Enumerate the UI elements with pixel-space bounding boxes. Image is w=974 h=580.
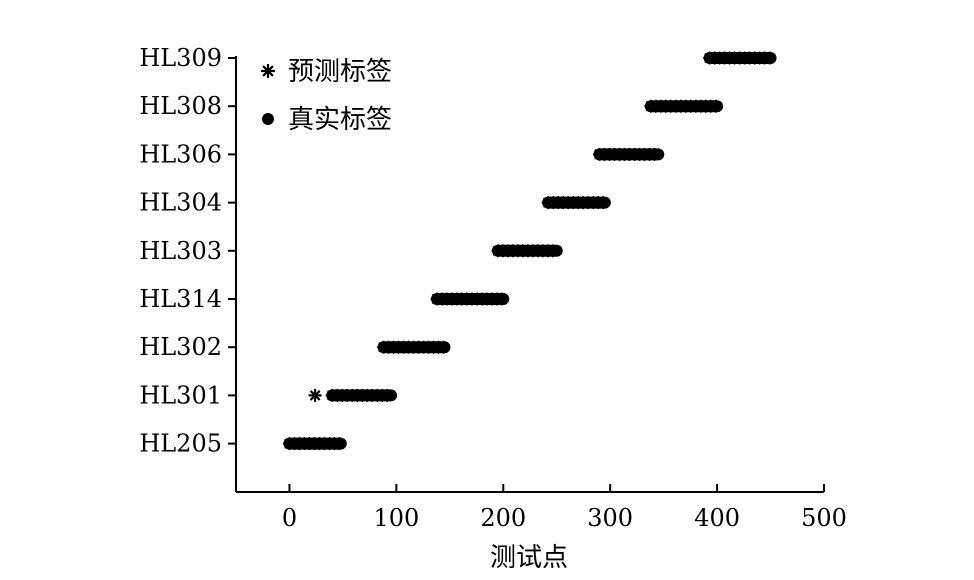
legend-item-true: 真实标签	[262, 105, 392, 135]
asterisk-stroke	[764, 52, 775, 64]
asterisk-glyph	[261, 64, 275, 78]
predicted-label-segment	[325, 388, 394, 402]
legend: 预测标签 真实标签	[261, 57, 392, 135]
legend-marker-asterisk	[261, 64, 275, 78]
asterisk-stroke	[262, 65, 274, 77]
legend-marker-dot	[262, 113, 274, 125]
predicted-label-segment	[282, 437, 346, 451]
predicted-label-segment	[377, 340, 451, 354]
asterisk-stroke	[547, 245, 559, 256]
x-ticks: 0 100 200 300 400 500	[282, 484, 847, 532]
y-tick-label: HL309	[139, 44, 222, 72]
y-tick-label: HL314	[139, 285, 222, 313]
predicted-label-segment	[541, 196, 610, 210]
predicted-label-segment	[592, 147, 661, 161]
x-tick-label: 100	[373, 504, 419, 532]
predicted-label-segment	[430, 292, 509, 306]
x-tick-label: 400	[694, 504, 740, 532]
predicted-label-point	[308, 388, 322, 402]
asterisk-stroke	[496, 293, 508, 305]
y-ticks: HL205 HL301 HL302 HL314 HL303 HL304 HL306 HL308…	[139, 44, 236, 458]
y-tick-label: HL302	[139, 333, 222, 361]
legend-item-predicted: 预测标签	[261, 57, 392, 87]
legend-label-predicted: 预测标签	[288, 57, 392, 87]
y-tick-label: HL308	[139, 92, 222, 120]
y-tick-label: HL304	[139, 189, 222, 217]
asterisk-stroke	[309, 390, 321, 401]
asterisk-stroke	[438, 342, 449, 353]
asterisk-stroke	[598, 197, 609, 208]
y-tick-label: HL303	[139, 237, 222, 265]
y-tick-label: HL205	[139, 430, 222, 458]
x-tick-label: 500	[801, 504, 847, 532]
x-tick-label: 200	[480, 504, 526, 532]
y-tick-label: HL306	[139, 140, 222, 168]
series-layer	[282, 51, 777, 451]
predicted-label-segment	[644, 99, 723, 113]
plot-area	[235, 56, 824, 493]
x-axis-label: 测试点	[490, 543, 568, 573]
predicted-label-segment	[703, 51, 777, 65]
x-tick-label: 0	[282, 504, 297, 532]
legend-label-true: 真实标签	[288, 105, 392, 135]
asterisk-stroke	[382, 390, 393, 401]
x-tick-label: 300	[587, 504, 633, 532]
asterisk-stroke	[710, 101, 721, 112]
y-tick-label: HL301	[139, 381, 222, 409]
asterisk-stroke	[334, 438, 345, 449]
predicted-label-segment	[491, 244, 560, 258]
asterisk-stroke	[649, 149, 660, 160]
